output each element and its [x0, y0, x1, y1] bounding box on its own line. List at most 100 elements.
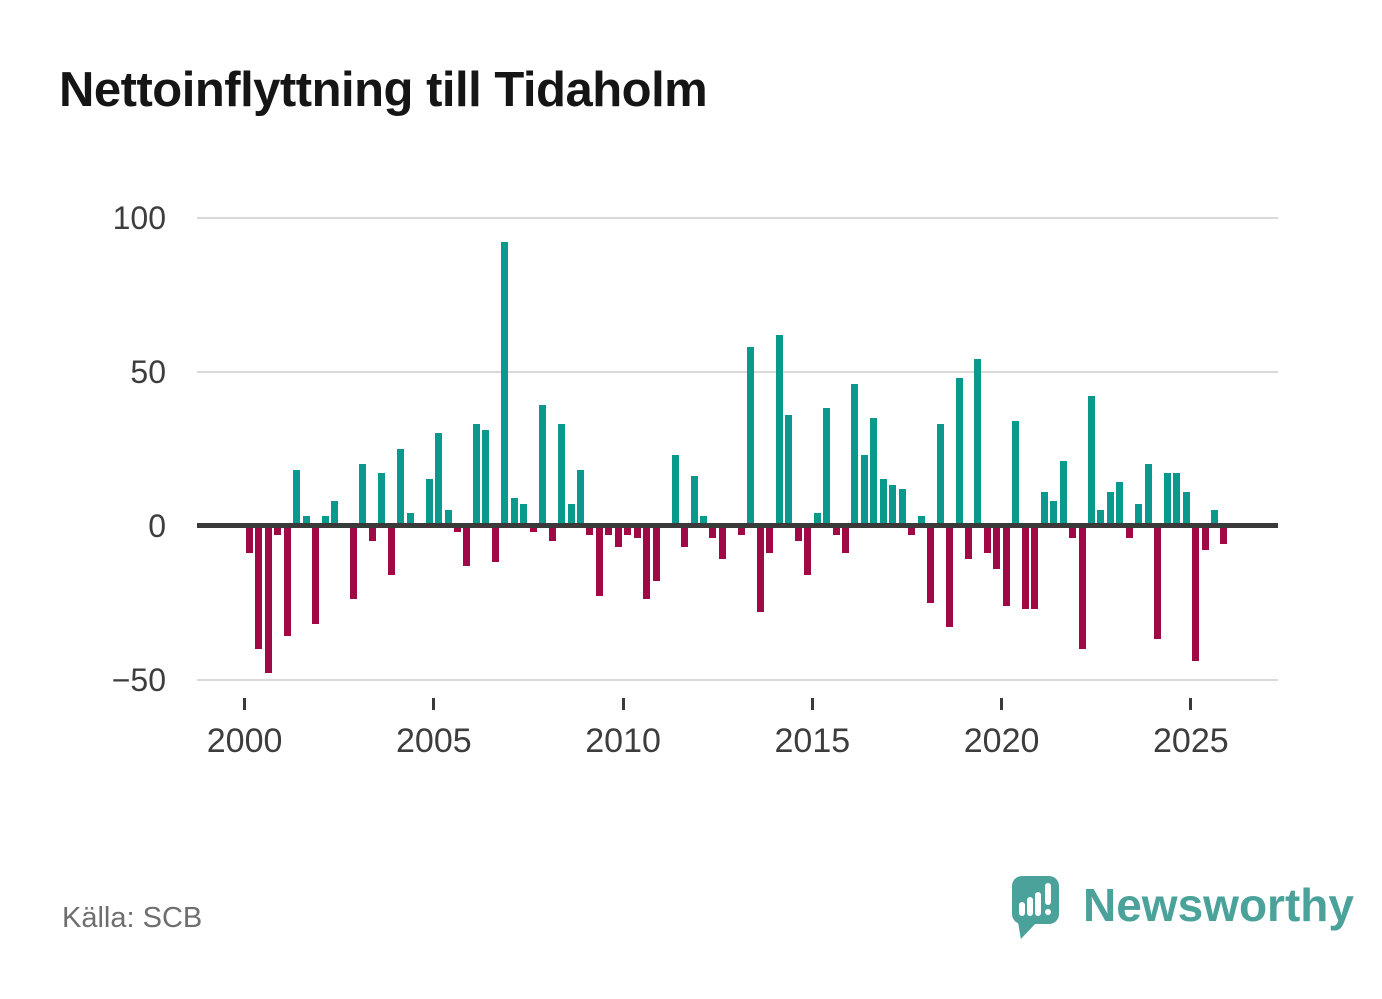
logo-mini-bar-3 — [1035, 892, 1041, 916]
bar-2005-q4 — [463, 525, 471, 566]
bar-2021-q4 — [1069, 525, 1077, 538]
bar-2011-q3 — [681, 525, 689, 548]
bar-2019-q1 — [964, 525, 972, 560]
bar-2021-q3 — [1059, 460, 1067, 526]
bar-2022-q1 — [1078, 525, 1086, 649]
bar-2020-q3 — [1021, 525, 1029, 609]
bar-2023-q2 — [1125, 525, 1133, 538]
bar-2008-q1 — [548, 525, 556, 541]
y-gridline — [197, 678, 1278, 681]
bar-2002-q2 — [330, 500, 338, 526]
bar-2025-q1 — [1192, 525, 1200, 662]
bar-2019-q3 — [983, 525, 991, 554]
zero-axis-line — [197, 523, 1278, 528]
y-axis-label: −50 — [111, 661, 166, 698]
bar-2015-q3 — [832, 525, 840, 535]
logo-bubble-tail — [1018, 922, 1037, 939]
bar-2008-q2 — [558, 423, 566, 526]
bar-2023-q4 — [1144, 463, 1152, 526]
bar-2023-q3 — [1135, 503, 1143, 526]
bar-2001-q1 — [283, 525, 291, 637]
bar-2015-q1 — [813, 513, 821, 526]
bar-2010-q2 — [633, 525, 641, 538]
bar-2010-q3 — [643, 525, 651, 600]
bar-2022-q2 — [1087, 396, 1095, 526]
bar-2006-q3 — [491, 525, 499, 563]
bar-2020-q2 — [1012, 420, 1020, 526]
y-gridline — [197, 370, 1278, 373]
bar-2000-q2 — [255, 525, 263, 649]
bar-2009-q3 — [605, 525, 613, 535]
bar-2025-q4 — [1220, 525, 1228, 544]
bar-2018-q2 — [936, 423, 944, 526]
bar-2004-q2 — [406, 513, 414, 526]
bar-2008-q3 — [567, 503, 575, 526]
x-axis-label: 2000 — [206, 722, 283, 760]
bar-2014-q2 — [785, 414, 793, 526]
y-axis-label: 50 — [130, 353, 166, 390]
bar-2003-q3 — [378, 473, 386, 526]
bar-2011-q2 — [671, 454, 679, 526]
bar-2006-q4 — [501, 242, 509, 526]
logo-mini-bar-1 — [1019, 902, 1025, 916]
bar-2017-q1 — [889, 485, 897, 526]
x-axis-tick — [432, 698, 436, 710]
bar-2003-q4 — [387, 525, 395, 575]
bar-2013-q1 — [737, 525, 745, 535]
bar-2016-q3 — [870, 417, 878, 526]
bar-2002-q4 — [349, 525, 357, 600]
bar-2010-q1 — [624, 525, 632, 535]
bar-2000-q4 — [274, 525, 282, 535]
x-axis-tick — [810, 698, 814, 710]
x-axis-label: 2010 — [585, 722, 661, 760]
bar-2004-q4 — [425, 479, 433, 526]
bar-2018-q3 — [946, 525, 954, 628]
x-axis-label: 2020 — [963, 722, 1040, 760]
bar-2024-q1 — [1154, 525, 1162, 640]
bar-2022-q3 — [1097, 510, 1105, 526]
bar-2014-q4 — [804, 525, 812, 575]
bar-2024-q2 — [1163, 473, 1171, 526]
bar-2014-q3 — [794, 525, 802, 541]
chart-title: Nettoinflyttning till Tidaholm — [59, 63, 708, 117]
bar-2017-q4 — [917, 516, 925, 526]
bar-2005-q2 — [444, 510, 452, 526]
bar-2009-q4 — [614, 525, 622, 548]
bar-2015-q4 — [841, 525, 849, 554]
bar-2019-q4 — [993, 525, 1001, 569]
bar-2000-q1 — [245, 525, 253, 554]
bar-2001-q2 — [293, 470, 301, 526]
bar-2025-q3 — [1211, 510, 1218, 526]
bar-2007-q1 — [510, 497, 518, 526]
bar-2003-q2 — [368, 525, 376, 541]
bar-2012-q2 — [709, 525, 717, 538]
bar-2016-q1 — [851, 383, 859, 526]
brand-name: Newsworthy — [1083, 879, 1354, 931]
bar-2012-q1 — [700, 516, 708, 526]
bar-2013-q3 — [756, 525, 764, 612]
bar-2014-q1 — [775, 334, 783, 526]
source-caption: Källa: SCB — [62, 902, 203, 934]
logo-exclamation-line — [1045, 883, 1051, 905]
y-axis-label: 100 — [112, 199, 166, 236]
bar-2013-q4 — [766, 525, 774, 554]
logo-mini-bar-2 — [1027, 897, 1033, 916]
bar-2018-q1 — [927, 525, 935, 603]
bar-2017-q2 — [898, 488, 906, 526]
bar-2017-q3 — [908, 525, 916, 535]
bar-2021-q2 — [1050, 500, 1058, 526]
bar-2016-q2 — [860, 454, 868, 526]
bar-2024-q3 — [1173, 473, 1181, 526]
bar-2006-q1 — [472, 423, 480, 526]
bar-2007-q3 — [529, 525, 537, 532]
x-axis-tick — [243, 698, 247, 710]
bar-2015-q2 — [823, 408, 831, 526]
bar-2024-q4 — [1182, 491, 1190, 526]
bar-2010-q4 — [652, 525, 660, 581]
bar-2002-q1 — [321, 516, 329, 526]
y-gridline — [197, 216, 1278, 219]
bar-2000-q3 — [264, 525, 272, 674]
bar-2009-q2 — [595, 525, 603, 597]
x-axis-tick — [621, 698, 625, 710]
